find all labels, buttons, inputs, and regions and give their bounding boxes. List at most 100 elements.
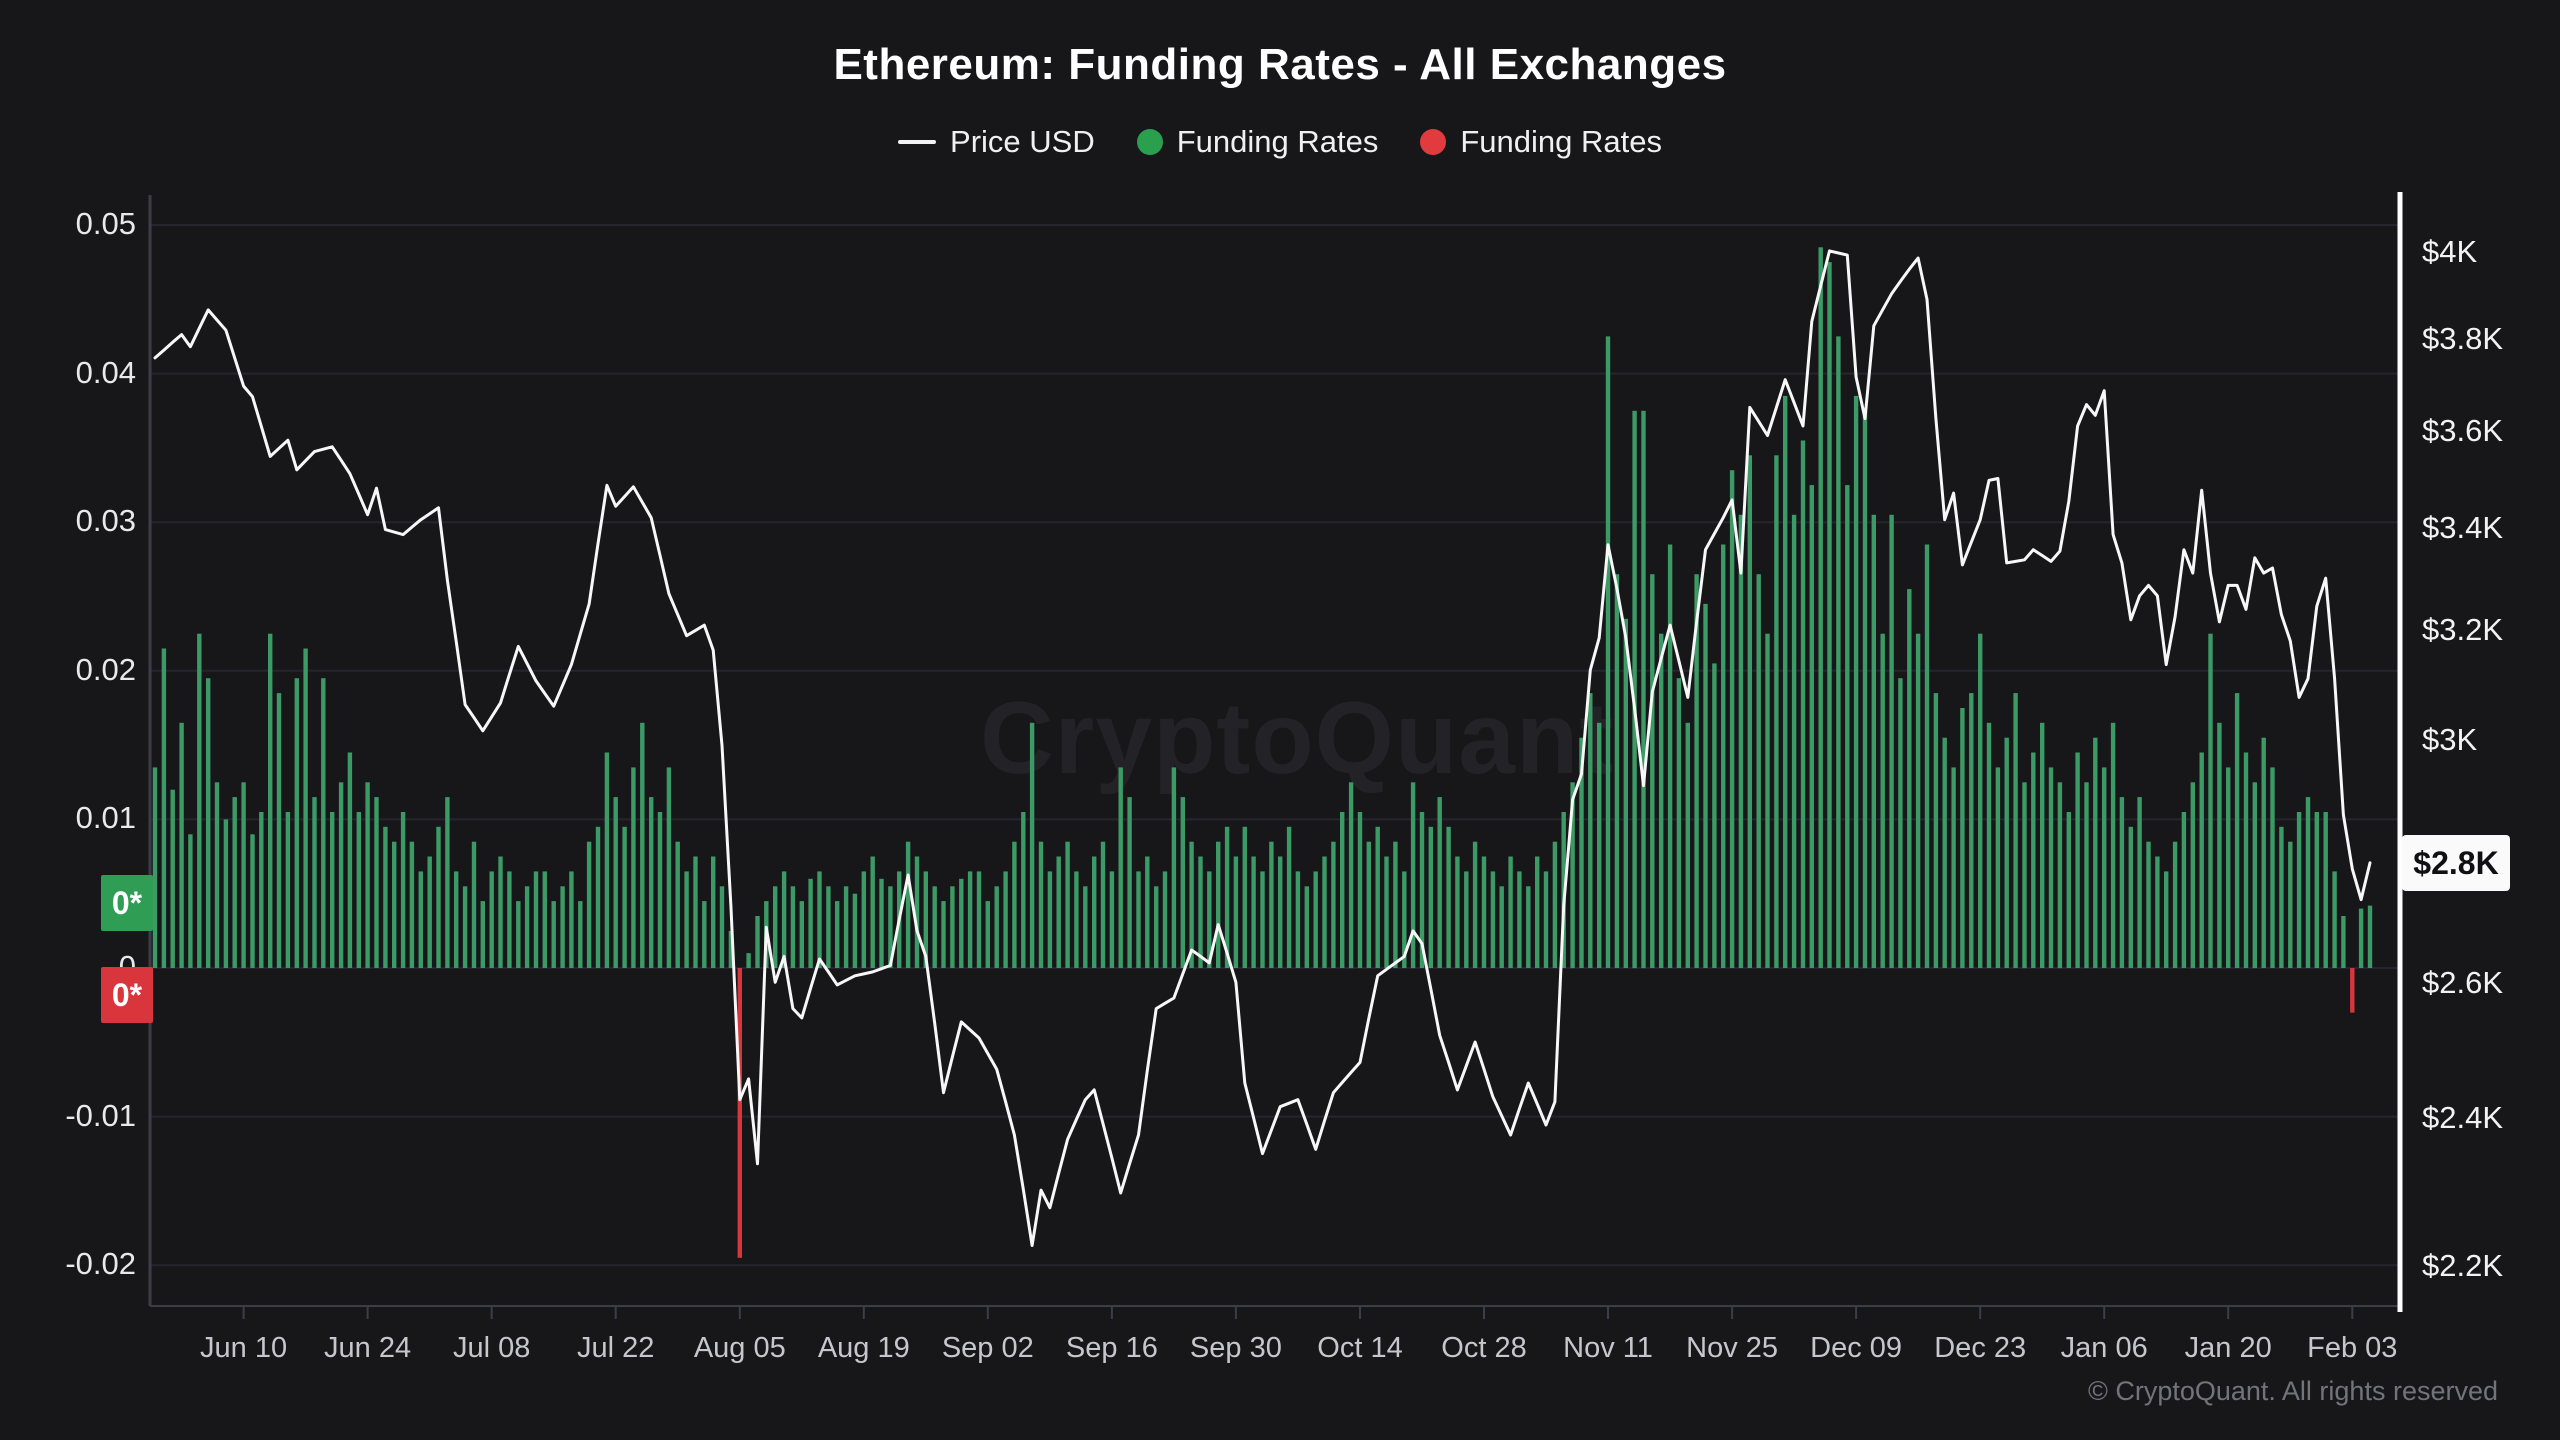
funding-bar[interactable] <box>1729 470 1735 968</box>
funding-bar[interactable] <box>542 871 547 968</box>
funding-bar[interactable] <box>1623 618 1628 968</box>
funding-bar[interactable] <box>170 789 175 968</box>
funding-bar[interactable] <box>826 886 831 968</box>
funding-bar[interactable] <box>1597 722 1602 968</box>
funding-bar[interactable] <box>285 812 291 968</box>
funding-bar[interactable] <box>303 648 308 969</box>
funding-bar[interactable] <box>1357 812 1363 968</box>
funding-bar[interactable] <box>2234 693 2240 968</box>
funding-bar[interactable] <box>1508 856 1513 969</box>
funding-bar[interactable] <box>666 767 672 968</box>
funding-bar[interactable] <box>932 886 937 968</box>
funding-bar[interactable] <box>338 782 344 969</box>
funding-bar[interactable] <box>1083 886 1088 968</box>
funding-bar[interactable] <box>1694 574 1699 968</box>
funding-bar[interactable] <box>2066 812 2071 968</box>
funding-bar[interactable] <box>1021 812 1026 968</box>
funding-bar[interactable] <box>1410 782 1416 969</box>
funding-bar[interactable] <box>2314 812 2319 968</box>
funding-bar[interactable] <box>259 812 264 968</box>
funding-bar[interactable] <box>409 841 415 968</box>
funding-bar[interactable] <box>188 834 193 968</box>
funding-bar[interactable] <box>1286 826 1292 968</box>
funding-bar[interactable] <box>1543 871 1549 968</box>
funding-bar[interactable] <box>746 953 751 968</box>
funding-bar[interactable] <box>1207 871 1212 968</box>
funding-bar[interactable] <box>711 856 716 969</box>
funding-bar[interactable] <box>161 648 167 969</box>
funding-bar[interactable] <box>914 856 920 969</box>
funding-bar[interactable] <box>1756 574 1761 968</box>
funding-bar[interactable] <box>950 886 955 968</box>
funding-bar[interactable] <box>1667 544 1673 969</box>
funding-bar[interactable] <box>976 871 982 968</box>
funding-bar[interactable] <box>445 797 450 968</box>
funding-bar[interactable] <box>941 901 946 968</box>
funding-bar[interactable] <box>1969 693 1974 968</box>
funding-bar[interactable] <box>1402 871 1407 968</box>
funding-bar[interactable] <box>1898 678 1903 968</box>
funding-bar[interactable] <box>1171 767 1177 968</box>
funding-bar[interactable] <box>1995 767 2001 968</box>
funding-bar[interactable] <box>197 633 202 968</box>
funding-bar[interactable] <box>294 678 299 968</box>
funding-bar[interactable] <box>1481 856 1487 969</box>
funding-bar[interactable] <box>1012 841 1017 968</box>
funding-bar[interactable] <box>1791 514 1797 968</box>
funding-bar[interactable] <box>2128 826 2133 968</box>
funding-bar[interactable] <box>462 886 468 968</box>
funding-bar[interactable] <box>1074 871 1079 968</box>
funding-bar[interactable] <box>1676 678 1682 968</box>
funding-bar[interactable] <box>232 797 237 968</box>
funding-bar[interactable] <box>1579 737 1584 968</box>
funding-bar[interactable] <box>533 871 539 968</box>
funding-bar[interactable] <box>312 797 317 968</box>
funding-bar[interactable] <box>2252 782 2257 969</box>
funding-bar[interactable] <box>1765 633 1770 968</box>
funding-bar[interactable] <box>2022 782 2027 969</box>
funding-bar[interactable] <box>480 901 485 968</box>
funding-bar[interactable] <box>1783 395 1788 968</box>
funding-bar[interactable] <box>268 633 273 968</box>
funding-bar[interactable] <box>1038 841 1044 968</box>
funding-bar[interactable] <box>1189 841 1194 968</box>
funding-bar[interactable] <box>1535 856 1540 969</box>
funding-bar[interactable] <box>852 893 858 968</box>
funding-bar[interactable] <box>1162 871 1168 968</box>
funding-bar[interactable] <box>2288 841 2293 968</box>
funding-bar[interactable] <box>923 871 928 968</box>
funding-bar[interactable] <box>1198 856 1203 969</box>
funding-bar[interactable] <box>1614 574 1620 968</box>
funding-bar[interactable] <box>1827 262 1832 969</box>
funding-bar[interactable] <box>861 871 866 968</box>
funding-bar[interactable] <box>1118 767 1123 968</box>
funding-bar[interactable] <box>631 767 636 968</box>
funding-bar[interactable] <box>755 916 760 968</box>
funding-bar[interactable] <box>1233 856 1239 969</box>
funding-bar[interactable] <box>1384 856 1389 969</box>
funding-bar[interactable] <box>1853 395 1859 968</box>
funding-bar[interactable] <box>2296 812 2302 968</box>
funding-bar[interactable] <box>728 930 734 968</box>
funding-bar[interactable] <box>2279 826 2284 968</box>
funding-bar[interactable] <box>649 797 654 968</box>
funding-bar[interactable] <box>489 871 494 968</box>
funding-bar[interactable] <box>2261 737 2266 968</box>
funding-bar[interactable] <box>2004 737 2009 968</box>
funding-bar[interactable] <box>604 752 610 969</box>
funding-bar[interactable] <box>569 871 574 968</box>
funding-bar[interactable] <box>1570 782 1575 969</box>
funding-bar[interactable] <box>879 878 884 968</box>
funding-bar[interactable] <box>1428 826 1433 968</box>
funding-bar[interactable] <box>1517 871 1522 968</box>
funding-bar[interactable] <box>1472 841 1478 968</box>
funding-bar[interactable] <box>994 886 999 968</box>
funding-bar[interactable] <box>1278 856 1283 969</box>
funding-bar[interactable] <box>2093 737 2098 968</box>
funding-bar[interactable] <box>1721 544 1726 969</box>
funding-bar[interactable] <box>1490 871 1496 968</box>
funding-bar[interactable] <box>1933 693 1939 968</box>
funding-bar[interactable] <box>418 871 423 968</box>
funding-bar[interactable] <box>516 901 521 968</box>
